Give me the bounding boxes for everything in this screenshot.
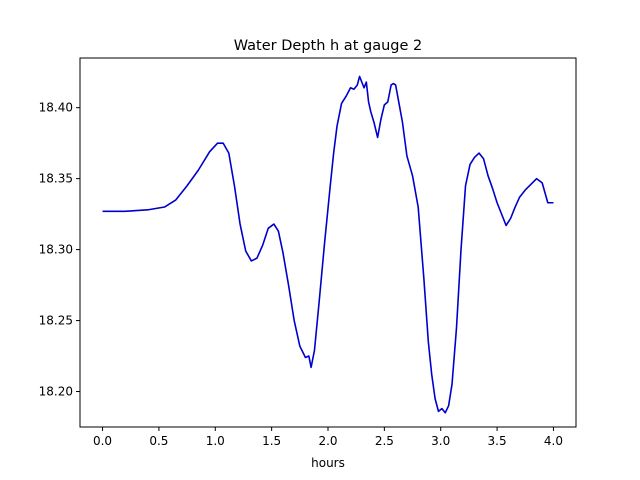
x-tick-label: 0.5 [149, 434, 168, 448]
x-axis-label: hours [311, 456, 345, 470]
series-line-0 [102, 75, 554, 414]
x-tick-label: 2.0 [318, 434, 337, 448]
x-tick-label: 1.5 [262, 434, 281, 448]
y-axis: 18.20 18.25 18.30 18.35 18.40 [39, 101, 80, 399]
x-tick-label: 3.5 [488, 434, 507, 448]
x-tick-label: 3.0 [431, 434, 450, 448]
y-tick-label: 18.20 [39, 385, 73, 399]
y-tick-label: 18.30 [39, 243, 73, 257]
x-tick-label: 2.5 [375, 434, 394, 448]
y-tick-label: 18.25 [39, 314, 73, 328]
x-tick-label: 4.0 [544, 434, 563, 448]
y-tick-label: 18.35 [39, 172, 73, 186]
x-axis: 0.0 0.5 1.0 1.5 2.0 2.5 3.0 3.5 4.0 [93, 427, 563, 448]
x-tick-label: 1.0 [206, 434, 225, 448]
y-tick-label: 18.40 [39, 101, 73, 115]
chart-title: Water Depth h at gauge 2 [234, 38, 422, 54]
plot-area [102, 75, 554, 414]
x-tick-label: 0.0 [93, 434, 112, 448]
